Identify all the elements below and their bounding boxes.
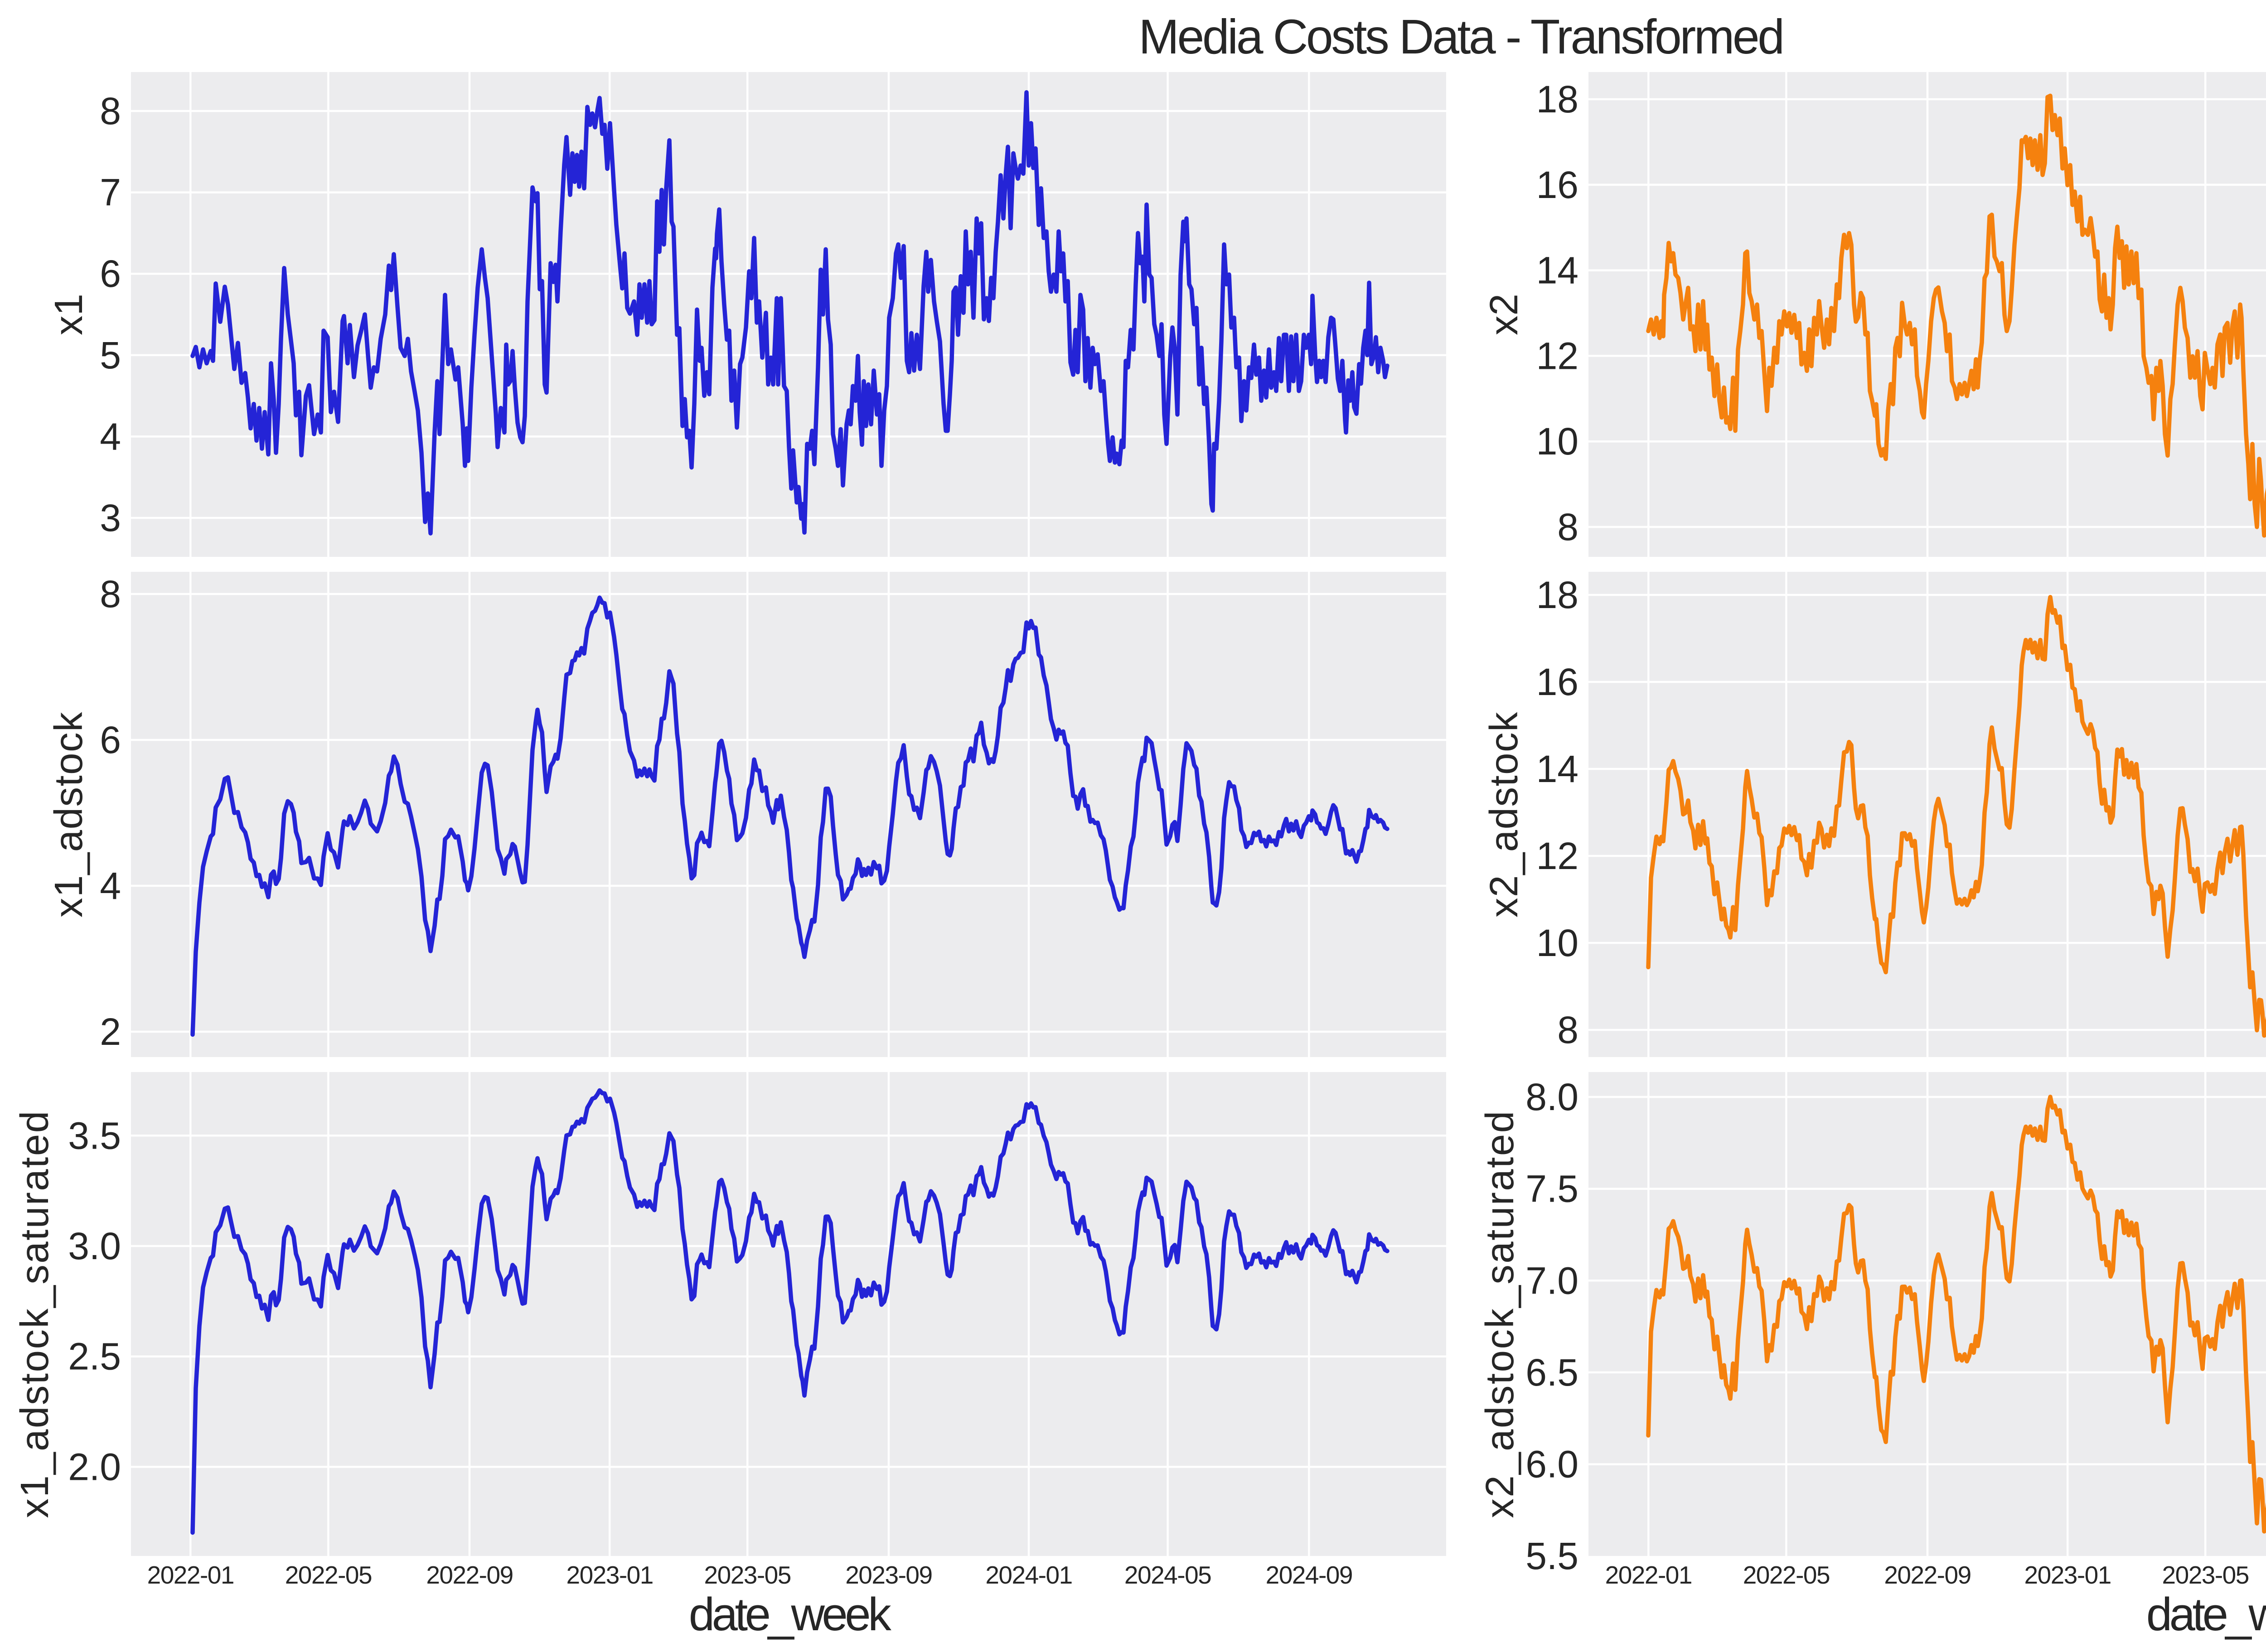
svg-text:5: 5 <box>100 334 121 377</box>
svg-text:2023-01: 2023-01 <box>566 1561 653 1589</box>
svg-text:date_week: date_week <box>2146 1588 2266 1640</box>
svg-text:7.0: 7.0 <box>1525 1259 1578 1302</box>
svg-text:12: 12 <box>1536 835 1578 877</box>
svg-text:2022-09: 2022-09 <box>1884 1561 1971 1589</box>
svg-text:x2_adstock: x2_adstock <box>1482 711 1526 918</box>
svg-text:date_week: date_week <box>689 1588 892 1640</box>
svg-text:x2_adstock_saturated: x2_adstock_saturated <box>1478 1110 1522 1518</box>
svg-text:2024-09: 2024-09 <box>1266 1561 1352 1589</box>
svg-text:6: 6 <box>100 719 121 761</box>
svg-text:16: 16 <box>1536 164 1578 206</box>
svg-text:8: 8 <box>1557 1009 1578 1051</box>
svg-text:7.5: 7.5 <box>1525 1168 1578 1210</box>
svg-text:2023-01: 2023-01 <box>2024 1561 2111 1589</box>
svg-text:10: 10 <box>1536 922 1578 964</box>
svg-text:8: 8 <box>100 573 121 615</box>
svg-text:14: 14 <box>1536 748 1578 790</box>
svg-text:2024-05: 2024-05 <box>1124 1561 1211 1589</box>
svg-text:8.0: 8.0 <box>1525 1076 1578 1118</box>
svg-text:8: 8 <box>100 90 121 132</box>
svg-text:2: 2 <box>100 1010 121 1053</box>
svg-text:18: 18 <box>1536 574 1578 616</box>
svg-text:6.5: 6.5 <box>1525 1351 1578 1394</box>
svg-text:2.5: 2.5 <box>68 1335 121 1378</box>
svg-text:2.0: 2.0 <box>68 1445 121 1488</box>
svg-text:4: 4 <box>100 865 121 907</box>
svg-text:2023-05: 2023-05 <box>2162 1561 2249 1589</box>
svg-text:2022-09: 2022-09 <box>426 1561 513 1589</box>
svg-text:7: 7 <box>100 171 121 214</box>
svg-text:8: 8 <box>1557 506 1578 548</box>
svg-text:2024-01: 2024-01 <box>985 1561 1072 1589</box>
svg-text:x2: x2 <box>1482 294 1526 335</box>
svg-text:6: 6 <box>100 252 121 295</box>
svg-text:2022-05: 2022-05 <box>285 1561 372 1589</box>
svg-text:x1: x1 <box>47 294 91 335</box>
svg-text:3: 3 <box>100 497 121 539</box>
svg-text:4: 4 <box>100 415 121 458</box>
svg-text:3.0: 3.0 <box>68 1225 121 1267</box>
svg-text:x1_adstock: x1_adstock <box>47 711 91 918</box>
svg-text:2023-05: 2023-05 <box>704 1561 791 1589</box>
svg-text:14: 14 <box>1536 249 1578 292</box>
svg-text:Media Costs Data - Transformed: Media Costs Data - Transformed <box>1138 10 1782 64</box>
svg-text:2022-05: 2022-05 <box>1743 1561 1830 1589</box>
svg-text:16: 16 <box>1536 661 1578 703</box>
svg-text:3.5: 3.5 <box>68 1114 121 1157</box>
svg-text:12: 12 <box>1536 334 1578 377</box>
svg-text:2022-01: 2022-01 <box>1605 1561 1692 1589</box>
svg-text:5.5: 5.5 <box>1525 1535 1578 1577</box>
svg-text:18: 18 <box>1536 78 1578 121</box>
svg-text:2022-01: 2022-01 <box>147 1561 234 1589</box>
svg-text:x1_adstock_saturated: x1_adstock_saturated <box>13 1110 57 1518</box>
svg-text:10: 10 <box>1536 420 1578 463</box>
svg-text:6.0: 6.0 <box>1525 1443 1578 1486</box>
svg-text:2023-09: 2023-09 <box>845 1561 932 1589</box>
